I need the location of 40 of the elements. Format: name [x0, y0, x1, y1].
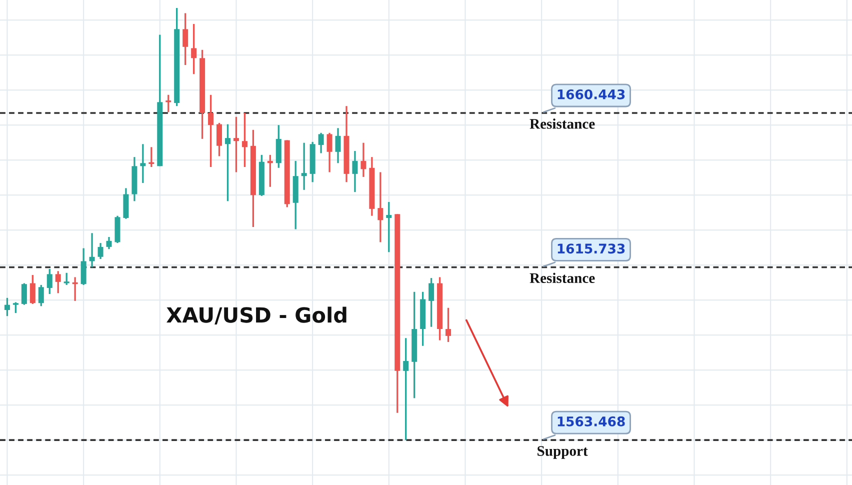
candlestick — [326, 132, 332, 174]
candlestick — [208, 94, 214, 168]
candlestick — [267, 154, 273, 188]
annotation: 1615.733 — [558, 244, 625, 254]
candlestick — [106, 236, 112, 250]
candlestick — [403, 337, 409, 441]
candlestick — [301, 142, 307, 191]
candlestick — [191, 23, 197, 75]
candlestick — [55, 270, 61, 294]
candlestick — [242, 112, 248, 168]
candlestick — [46, 268, 52, 295]
candlestick — [428, 277, 434, 328]
candlestick — [378, 171, 384, 244]
candlestick — [89, 232, 95, 268]
candlestick — [38, 284, 44, 307]
candlestick — [80, 247, 86, 286]
candlestick — [318, 132, 324, 154]
candlestick — [335, 127, 341, 164]
candlestick — [140, 143, 146, 184]
candlestick — [446, 307, 452, 343]
candlestick — [12, 301, 18, 314]
candlestick — [216, 122, 222, 158]
candlestick — [224, 123, 230, 202]
text: XAU/USD - Gold — [166, 306, 346, 324]
candlestick — [21, 282, 27, 306]
ref-line-label: Resistance — [530, 118, 595, 129]
candlestick — [98, 242, 104, 260]
candlestick — [30, 274, 36, 305]
candlestick — [4, 297, 10, 317]
candlestick — [386, 201, 392, 253]
candlestick — [233, 116, 239, 174]
candlestick — [360, 142, 366, 178]
ref-line-label: Support — [538, 446, 588, 459]
annotation: 1660.443 — [558, 89, 625, 100]
candlestick — [148, 146, 154, 168]
ref-line-label: Resistance — [530, 272, 595, 284]
candlestick — [182, 12, 188, 66]
candlestick — [123, 187, 129, 220]
annotation: 1563.468 — [558, 416, 625, 426]
candlestick — [352, 150, 358, 193]
